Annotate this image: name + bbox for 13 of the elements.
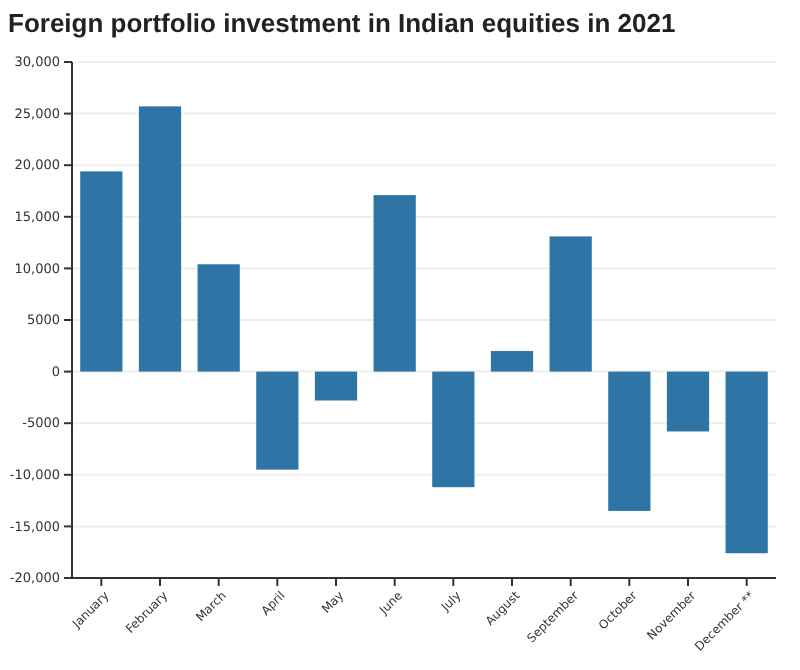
bar	[138, 106, 182, 372]
bar	[725, 371, 768, 554]
bar	[490, 350, 534, 372]
bar	[666, 371, 710, 432]
bar	[608, 371, 651, 511]
bar	[197, 264, 240, 372]
bar	[373, 195, 416, 372]
bar	[80, 171, 123, 372]
bar	[314, 371, 358, 401]
bar	[256, 371, 299, 470]
chart-title: Foreign portfolio investment in Indian equities in 2021	[8, 8, 676, 38]
bar	[432, 371, 475, 488]
bar	[549, 236, 592, 372]
